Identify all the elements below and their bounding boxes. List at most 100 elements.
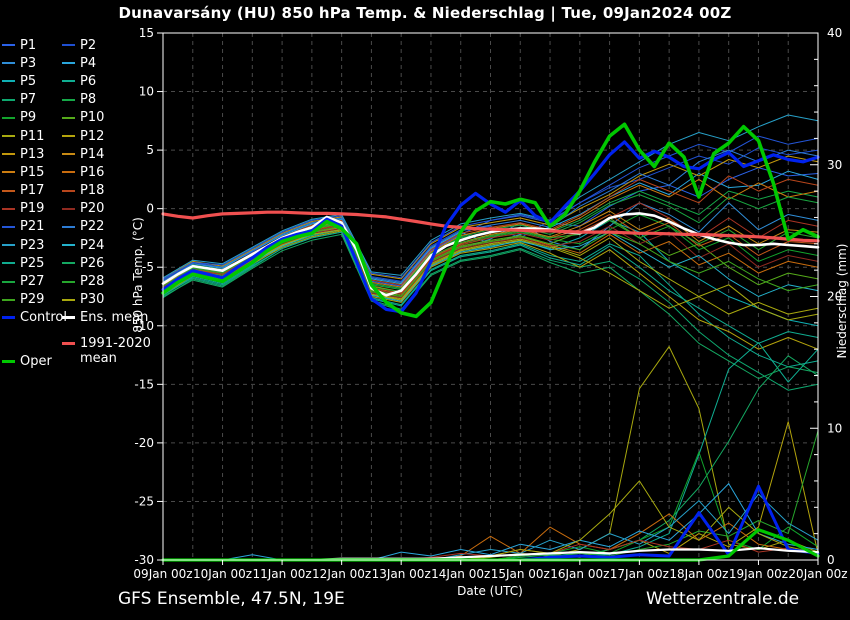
legend-label: P22: [80, 219, 105, 235]
svg-text:10: 10: [827, 421, 842, 435]
legend-swatch: [2, 298, 15, 301]
legend-label: P5: [20, 73, 37, 89]
legend-item: P22: [62, 218, 162, 236]
legend-label: P28: [80, 274, 105, 290]
legend-swatch: [62, 342, 75, 345]
legend-swatch: [2, 116, 15, 119]
svg-text:-15: -15: [134, 377, 154, 391]
legend-item: P27: [2, 272, 60, 290]
legend-label: P7: [20, 92, 37, 108]
legend-item: P5: [2, 72, 60, 90]
legend-item: P12: [62, 127, 162, 145]
legend-swatch: [2, 135, 15, 138]
legend-swatch: [62, 189, 75, 192]
legend-swatch: [2, 80, 15, 83]
legend-item: P28: [62, 272, 162, 290]
legend-label: Oper: [20, 353, 52, 369]
svg-text:16Jan 00z: 16Jan 00z: [550, 567, 609, 581]
legend-item: P13: [2, 145, 60, 163]
svg-text:18Jan 00z: 18Jan 00z: [669, 567, 728, 581]
legend-item: Ens. mean: [62, 309, 162, 327]
legend-item: P10: [62, 109, 162, 127]
legend-swatch: [62, 171, 75, 174]
legend-item: P14: [62, 145, 162, 163]
legend-item: P20: [62, 200, 162, 218]
legend-item: P15: [2, 163, 60, 181]
legend-item: P25: [2, 254, 60, 272]
legend-swatch: [62, 244, 75, 247]
legend-swatch: [62, 262, 75, 265]
legend-swatch: [2, 44, 15, 47]
legend-label: P17: [20, 183, 45, 199]
legend-swatch: [2, 207, 15, 210]
legend-swatch: [2, 316, 15, 320]
svg-text:-10: -10: [134, 319, 154, 333]
svg-text:-30: -30: [134, 553, 154, 567]
legend-label: P19: [20, 201, 45, 217]
svg-text:0: 0: [146, 202, 154, 216]
legend-swatch: [2, 359, 15, 363]
legend-label: P25: [20, 255, 45, 271]
legend-swatch: [62, 280, 75, 283]
legend-swatch: [62, 62, 75, 65]
svg-text:-20: -20: [134, 436, 154, 450]
legend-label: P13: [20, 146, 45, 162]
y-axis-left-label: 850 hPa Temp. (°C): [131, 217, 145, 333]
legend-label: P18: [80, 183, 105, 199]
svg-text:30: 30: [827, 158, 842, 172]
svg-text:13Jan 00z: 13Jan 00z: [372, 567, 431, 581]
svg-text:5: 5: [146, 143, 154, 157]
legend-swatch: [62, 98, 75, 101]
legend-item: P26: [62, 254, 162, 272]
legend-label: P16: [80, 164, 105, 180]
legend-label: P8: [80, 92, 97, 108]
x-axis-label: Date (UTC): [457, 584, 523, 598]
legend-swatch: [2, 98, 15, 101]
legend-label: Ens. mean: [80, 310, 149, 326]
legend-swatch: [62, 207, 75, 210]
footer-model-info: GFS Ensemble, 47.5N, 19E: [118, 589, 345, 609]
legend-swatch: [2, 153, 15, 156]
page-title: Dunavarsány (HU) 850 hPa Temp. & Nieders…: [118, 4, 732, 22]
legend-item: P6: [62, 72, 162, 90]
svg-text:-5: -5: [142, 260, 154, 274]
svg-text:19Jan 00z: 19Jan 00z: [729, 567, 788, 581]
legend-swatch: [2, 171, 15, 174]
legend-label: P20: [80, 201, 105, 217]
legend-label: P29: [20, 292, 45, 308]
legend-label: 1991-2020 mean: [80, 336, 151, 366]
svg-text:11Jan 00z: 11Jan 00z: [253, 567, 312, 581]
legend-item: P8: [62, 91, 162, 109]
svg-text:10Jan 00z: 10Jan 00z: [193, 567, 252, 581]
legend-swatch: [62, 116, 75, 119]
svg-text:09Jan 00z: 09Jan 00z: [133, 567, 192, 581]
legend-item: P30: [62, 291, 162, 309]
legend-label: P11: [20, 128, 45, 144]
legend-swatch: [2, 262, 15, 265]
legend-item: P1: [2, 36, 60, 54]
footer-site-name: Wetterzentrale.de: [646, 589, 800, 609]
legend-swatch: [2, 62, 15, 65]
svg-text:10: 10: [139, 85, 154, 99]
legend-swatch: [2, 244, 15, 247]
legend-item: P29: [2, 291, 60, 309]
legend-swatch: [62, 153, 75, 156]
legend-swatch: [62, 80, 75, 83]
svg-text:15: 15: [139, 26, 154, 40]
legend-label: P26: [80, 255, 105, 271]
svg-text:20: 20: [827, 290, 842, 304]
legend-label: P2: [80, 37, 97, 53]
legend-label: P21: [20, 219, 45, 235]
legend-label: P23: [20, 237, 45, 253]
legend-item: P2: [62, 36, 162, 54]
legend-item: P3: [2, 54, 60, 72]
legend-label: P24: [80, 237, 105, 253]
legend-label: P4: [80, 55, 97, 71]
legend-label: P15: [20, 164, 45, 180]
legend-item: P4: [62, 54, 162, 72]
legend-item: P17: [2, 182, 60, 200]
legend-label: P3: [20, 55, 37, 71]
legend-item: P18: [62, 182, 162, 200]
legend-label: P1: [20, 37, 37, 53]
